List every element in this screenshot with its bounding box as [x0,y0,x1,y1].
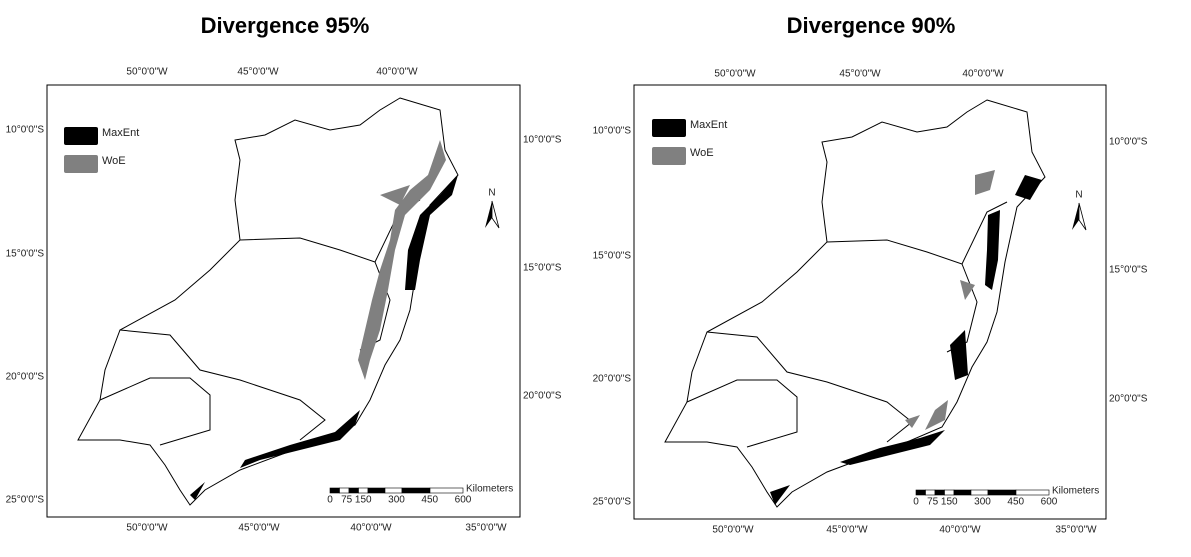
longitude-label: 35°0'0"W [465,523,507,534]
scale-bar-segment [329,487,340,494]
longitude-label: 45°0'0"W [839,69,881,80]
north-label: N [1075,190,1082,201]
scale-bar-segment [915,489,926,496]
map-frame [633,84,1107,520]
scale-label: 150 [941,497,958,508]
legend-swatch [652,147,686,165]
scale-label: 300 [974,497,991,508]
maxent-area [190,175,458,500]
latitude-label: 15°0'0"S [6,249,45,260]
woe-area [358,140,446,380]
north-arrow [485,201,492,228]
scale-bar-segment [970,489,989,496]
latitude-label: 15°0'0"S [1109,265,1148,276]
latitude-label: 15°0'0"S [523,263,562,274]
scale-label: 450 [421,495,438,506]
map-panel-1: Divergence 95% 50°0'0"W 45°0'0"W 40°0'0"W 50… [6,13,562,534]
latitude-label: 10°0'0"S [593,126,632,137]
north-arrow [1072,203,1079,230]
scale-bar-segment [987,489,1017,496]
scale-bar-segment [1015,489,1050,496]
scale-label: 450 [1007,497,1024,508]
scale-bar-segment [358,487,369,494]
scale-bar-segment [339,487,350,494]
longitude-label: 35°0'0"W [1055,525,1097,536]
map-panel-2: Divergence 90% 50°0'0"W 45°0'0"W 40°0'0"W 50… [593,13,1148,536]
latitude-label: 25°0'0"S [593,497,632,508]
longitude-label: 40°0'0"W [376,67,418,78]
scale-label: 150 [355,495,372,506]
scale-label: 300 [388,495,405,506]
latitude-label: 15°0'0"S [593,251,632,262]
legend-label: MaxEnt [690,119,727,131]
legend-label: WoE [102,155,126,167]
scale-bar-segment [401,487,431,494]
scale-bar-segment [944,489,955,496]
longitude-label: 40°0'0"W [939,525,981,536]
scale-label: 600 [455,495,472,506]
scale-bar-segment [429,487,464,494]
latitude-label: 20°0'0"S [6,372,45,383]
latitude-label: 20°0'0"S [593,374,632,385]
scale-bar-segment [953,489,972,496]
map-title: Divergence 90% [787,13,956,38]
longitude-label: 45°0'0"W [238,523,280,534]
longitude-label: 40°0'0"W [962,69,1004,80]
legend-label: WoE [690,147,714,159]
legend-swatch [64,155,98,173]
map-title: Divergence 95% [201,13,370,38]
scale-label: 0 [913,497,919,508]
north-arrow [1078,202,1087,231]
longitude-label: 45°0'0"W [826,525,868,536]
longitude-label: 50°0'0"W [712,525,754,536]
scale-bar-segment [934,489,945,496]
north-label: N [488,188,495,199]
scale-label: 0 [327,495,333,506]
longitude-label: 50°0'0"W [714,69,756,80]
scale-unit: Kilometers [466,484,513,495]
longitude-label: 50°0'0"W [126,523,168,534]
scale-unit: Kilometers [1052,486,1099,497]
legend-swatch [64,127,98,145]
latitude-label: 10°0'0"S [523,135,562,146]
longitude-label: 40°0'0"W [350,523,392,534]
scale-bar-segment [367,487,386,494]
latitude-label: 20°0'0"S [1109,394,1148,405]
region-outline [664,99,1046,508]
longitude-label: 50°0'0"W [126,67,168,78]
latitude-label: 10°0'0"S [1109,137,1148,148]
scale-bar-segment [925,489,936,496]
scale-bar-segment [384,487,403,494]
scale-bar-segment [348,487,359,494]
latitude-label: 10°0'0"S [6,125,45,136]
north-arrow [491,200,500,229]
map-frame [46,84,521,518]
scale-label: 75 [341,495,353,506]
latitude-label: 25°0'0"S [6,495,45,506]
longitude-label: 45°0'0"W [237,67,279,78]
latitude-label: 20°0'0"S [523,391,562,402]
legend-swatch [652,119,686,137]
scale-label: 600 [1041,497,1058,508]
scale-label: 75 [927,497,939,508]
region-outline [77,97,459,506]
legend-label: MaxEnt [102,127,139,139]
